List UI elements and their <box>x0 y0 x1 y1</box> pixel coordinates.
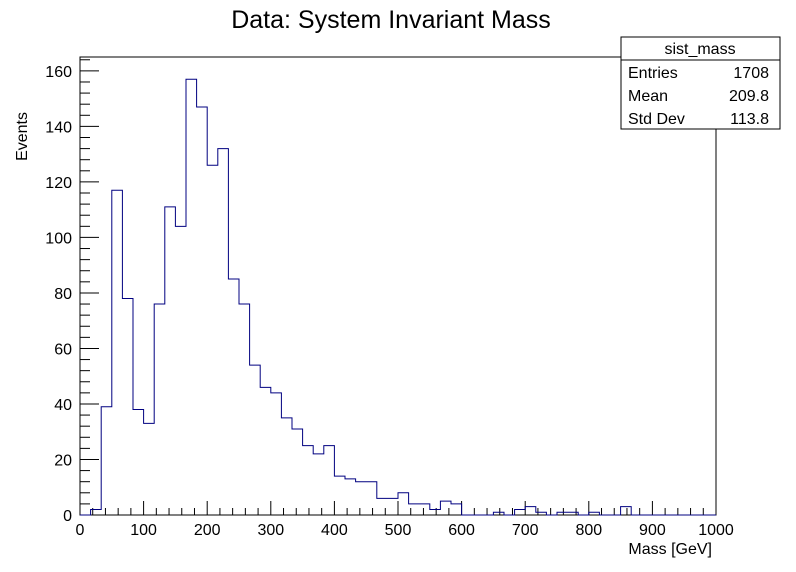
y-tick-label: 140 <box>45 119 72 136</box>
x-tick-label: 500 <box>385 522 412 539</box>
stats-entries-value: 1708 <box>733 65 769 82</box>
y-axis-label: Events <box>14 112 31 161</box>
chart-title: Data: System Invariant Mass <box>231 6 551 34</box>
stats-mean-label: Mean <box>628 88 668 105</box>
y-tick-label: 40 <box>54 397 72 414</box>
y-tick-label: 80 <box>54 286 72 303</box>
x-axis-ticks: 0 100 200 300 400 500 600 700 800 900 1000 <box>76 501 734 539</box>
x-tick-label: 300 <box>257 522 284 539</box>
histogram-series-line <box>80 78 716 516</box>
x-axis-label: Mass [GeV] <box>628 541 712 558</box>
stats-mean-value: 209.8 <box>729 88 769 105</box>
x-tick-label: 0 <box>76 522 85 539</box>
stats-stddev-label: Std Dev <box>628 111 685 128</box>
stats-box-name: sist_mass <box>664 41 735 58</box>
stats-stddev-value: 113.8 <box>730 111 769 128</box>
x-tick-label: 700 <box>512 522 539 539</box>
stats-box: sist_mass Entries 1708 Mean 209.8 Std De… <box>620 36 781 130</box>
y-tick-label: 20 <box>54 452 72 469</box>
x-tick-label: 600 <box>448 522 475 539</box>
x-tick-label: 1000 <box>698 522 734 539</box>
x-tick-label: 200 <box>194 522 221 539</box>
y-tick-label: 0 <box>63 508 72 525</box>
x-tick-label: 900 <box>639 522 666 539</box>
x-tick-label: 400 <box>321 522 348 539</box>
y-tick-label: 60 <box>54 341 72 358</box>
x-tick-label: 100 <box>130 522 157 539</box>
y-tick-label: 120 <box>45 175 72 192</box>
stats-entries-label: Entries <box>628 65 678 82</box>
stats-box-frame <box>620 36 781 130</box>
y-axis-ticks: 0 20 40 60 80 100 120 140 160 <box>45 59 99 525</box>
y-tick-label: 160 <box>45 64 72 81</box>
x-tick-label: 800 <box>575 522 602 539</box>
y-tick-label: 100 <box>45 230 72 247</box>
